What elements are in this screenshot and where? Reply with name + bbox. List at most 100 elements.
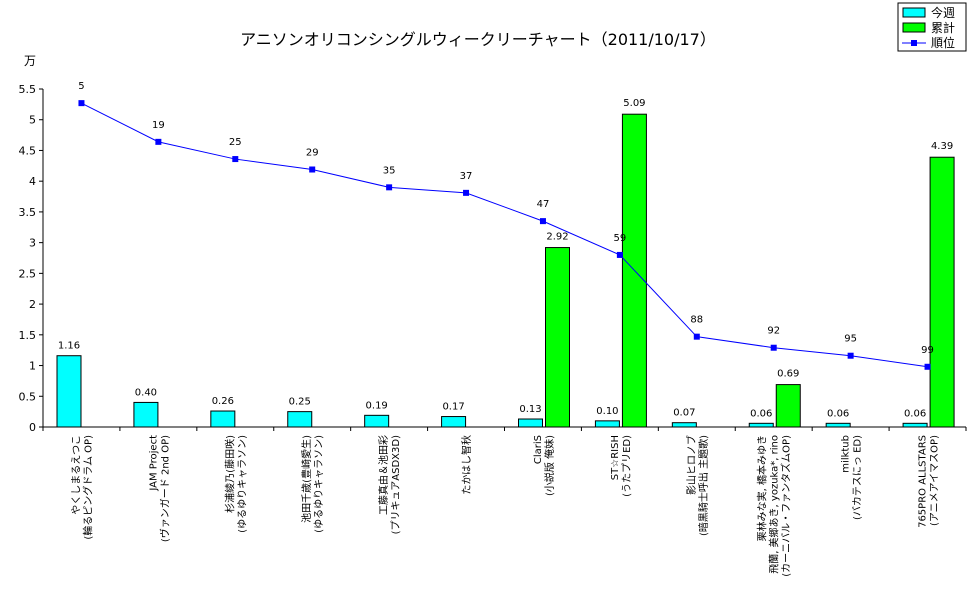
axes: 0 0.5 1 1.5 2 2.5 3 3.5 4 4.5 5 5.5 — [19, 83, 967, 434]
category-label: ClariS — [533, 435, 544, 464]
data-label-weekly: 0.07 — [673, 408, 695, 419]
rank-point — [232, 156, 239, 163]
legend-swatch-marker — [911, 40, 917, 46]
data-label-weekly: 0.25 — [289, 397, 311, 408]
rank-point — [463, 189, 470, 196]
category-label: 工藤真由＆池田彩 — [377, 435, 390, 515]
bar-weekly — [287, 411, 313, 428]
y-tick-label: 0 — [29, 421, 36, 434]
bar-weekly — [210, 410, 236, 428]
category-label: milktub — [841, 435, 852, 473]
category-label: (輪るピングドラム OP) — [81, 435, 94, 540]
bar-cumulative — [545, 247, 570, 428]
category-label: (うたプリED) — [621, 435, 633, 497]
bar-weekly — [133, 401, 159, 428]
data-label-rank: 19 — [152, 120, 165, 131]
rank-point — [155, 138, 162, 145]
data-label-weekly: 0.17 — [442, 402, 464, 413]
data-label-rank: 5 — [78, 81, 84, 92]
y-tick-label: 1.5 — [19, 329, 37, 342]
bars: 1.16 0.40 0.26 0.25 0.19 0.17 0.13 2.92 0.10 5.09… — [56, 98, 955, 428]
y-tick-label: 3.5 — [19, 206, 37, 219]
category-label: (ゆるゆりキャラソン) — [236, 435, 248, 533]
y-tick-label: 5 — [29, 114, 36, 127]
category-label: 飛蘭, 美郷あき, yozuka*, rino — [768, 435, 781, 574]
data-label-rank: 47 — [537, 199, 550, 210]
data-label-cumulative: 4.39 — [931, 141, 953, 152]
bar-weekly — [902, 422, 928, 428]
data-label-weekly: 0.06 — [827, 408, 849, 419]
rank-point — [924, 363, 931, 370]
data-label-rank: 88 — [690, 315, 703, 326]
y-tick-label: 2 — [29, 298, 36, 311]
category-label: (カーニバル・ファンタズムOP) — [780, 435, 793, 577]
category-label: たかはし智秋 — [460, 435, 473, 495]
y-tick-label: 4 — [29, 175, 36, 188]
category-label: (アニメアイマスOP) — [930, 435, 941, 526]
category-label: (ヴァンガード 2nd OP) — [158, 435, 171, 542]
data-label-weekly: 1.16 — [58, 341, 80, 352]
bar-weekly — [441, 416, 467, 428]
category-label: (ゆるゆりキャラソン) — [313, 435, 325, 533]
category-label: (暗黒騎士呼出 主題歌) — [697, 435, 710, 536]
rank-point — [847, 352, 854, 359]
y-axis-unit-label: 万 — [24, 54, 36, 68]
bar-weekly — [825, 422, 851, 428]
rank-point — [693, 333, 700, 340]
category-label: (プリキュアASDX3D) — [390, 435, 402, 535]
category-label: 栗林みな実, 橋本みゆき — [756, 435, 769, 541]
data-label-weekly: 0.06 — [750, 408, 772, 419]
data-label-rank: 99 — [921, 345, 934, 356]
category-label: JAM Project — [148, 435, 159, 492]
rank-series-line — [81, 102, 928, 368]
bar-weekly — [364, 414, 390, 428]
data-label-cumulative: 0.69 — [777, 369, 799, 380]
bar-weekly — [748, 422, 774, 428]
legend-swatch — [902, 22, 926, 33]
category-label: 765PRO ALLSTARS — [918, 435, 929, 528]
rank-point — [386, 184, 393, 191]
bar-weekly — [518, 418, 543, 428]
legend-label: 順位 — [931, 35, 955, 50]
chart-title: アニソンオリコンシングルウィークリーチャート（2011/10/17） — [240, 30, 716, 49]
data-label-rank: 95 — [844, 334, 857, 345]
legend-label: 今週 — [931, 5, 955, 20]
category-labels: やくしまるえつこ (輪るピングドラム OP) JAM Project (ヴァンガード … — [70, 435, 940, 577]
data-label-rank: 29 — [306, 148, 319, 159]
bar-weekly — [594, 420, 620, 428]
rank-point — [78, 100, 85, 107]
data-label-weekly: 0.10 — [596, 406, 618, 417]
data-label-cumulative: 5.09 — [623, 98, 645, 109]
y-tick-label: 0.5 — [19, 390, 37, 403]
data-label-rank: 59 — [614, 233, 627, 244]
rank-point — [309, 166, 316, 173]
data-label-weekly: 0.13 — [519, 404, 541, 415]
legend-swatch — [902, 7, 926, 18]
rank-line: 5 19 25 29 35 37 47 59 88 92 95 99 — [78, 81, 934, 370]
category-label: (バカテスにっ ED) — [852, 435, 864, 520]
y-tick-label: 3 — [29, 237, 36, 250]
category-label: やくしまるえつこ — [70, 435, 82, 515]
rank-point — [539, 218, 546, 225]
category-label: 杉浦綾乃(藤田咲) — [223, 435, 236, 513]
y-tick-label: 1 — [29, 360, 36, 373]
category-label: ST☆RISH — [610, 435, 621, 480]
data-label-weekly: 0.06 — [904, 408, 926, 419]
bar-cumulative — [775, 384, 801, 428]
category-label: (小説版 俺妹) — [543, 435, 556, 496]
data-label-weekly: 0.40 — [135, 387, 157, 398]
bar-weekly — [56, 355, 82, 428]
y-tick-label: 2.5 — [19, 267, 37, 280]
data-label-weekly: 0.26 — [212, 396, 234, 407]
data-label-rank: 35 — [383, 165, 396, 176]
category-label: 影山ヒロノブ — [685, 435, 698, 495]
data-label-rank: 25 — [229, 137, 242, 148]
legend-label: 累計 — [931, 20, 955, 35]
category-label: 池田千歳(豊崎愛生) — [300, 435, 313, 523]
data-label-cumulative: 2.92 — [546, 232, 568, 243]
bar-cumulative — [929, 156, 955, 428]
data-label-weekly: 0.19 — [366, 400, 388, 411]
